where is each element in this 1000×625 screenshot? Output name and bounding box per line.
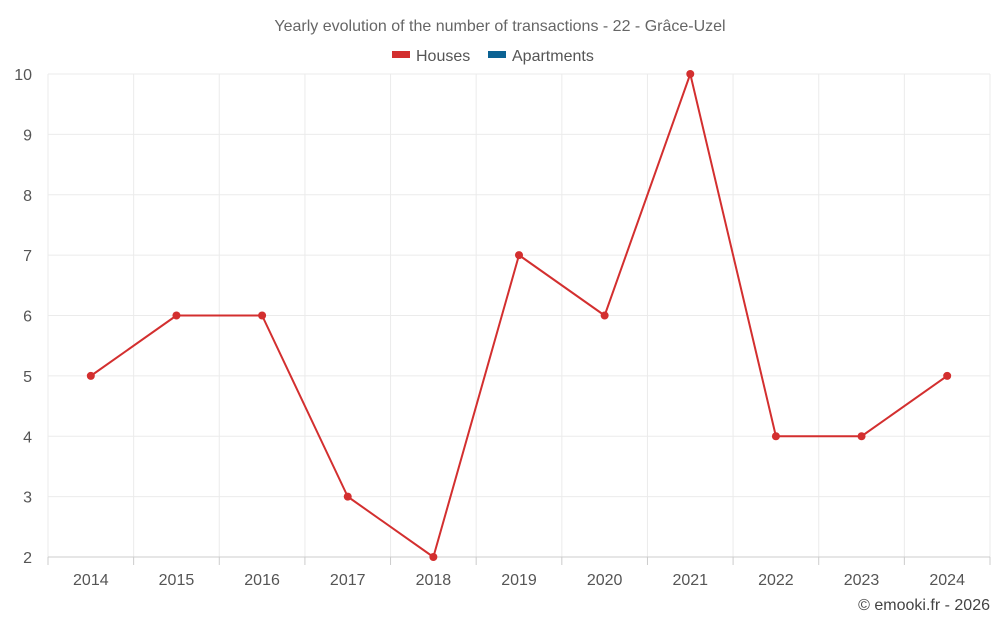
legend-label-houses: Houses	[416, 48, 470, 65]
y-tick-label: 9	[23, 127, 32, 144]
y-tick-label: 4	[23, 429, 32, 446]
legend-item-apartments[interactable]: Apartments	[488, 48, 594, 65]
series-houses	[86, 70, 952, 561]
x-tick-label: 2017	[330, 572, 366, 589]
legend-label-apartments: Apartments	[512, 48, 594, 65]
y-tick-label: 8	[23, 188, 32, 205]
data-point[interactable]	[86, 371, 95, 380]
y-tick-label: 2	[23, 550, 32, 567]
data-point[interactable]	[686, 70, 695, 78]
x-tick-label: 2019	[501, 572, 537, 589]
data-point[interactable]	[515, 251, 523, 260]
x-tick-label: 2016	[244, 572, 280, 589]
x-tick-label: 2018	[416, 572, 452, 589]
x-tick-label: 2023	[844, 572, 880, 589]
x-axis-ticks: 2014 2015 2016 2017 2018 2019 2020 2021 2022 2023…	[47, 557, 991, 589]
data-point[interactable]	[771, 432, 780, 441]
y-tick-label: 10	[14, 67, 32, 84]
legend-item-houses[interactable]: Houses	[392, 48, 470, 65]
legend-swatch-apartments	[488, 51, 506, 58]
y-tick-label: 5	[23, 369, 32, 386]
data-point[interactable]	[258, 311, 267, 320]
data-point[interactable]	[343, 492, 352, 501]
x-tick-label: 2022	[758, 572, 794, 589]
data-point[interactable]	[857, 432, 866, 441]
y-tick-label: 6	[23, 309, 32, 326]
data-point[interactable]	[600, 311, 609, 320]
legend-swatch-houses	[392, 51, 410, 58]
data-point[interactable]	[429, 553, 438, 561]
y-axis-ticks: 2 3 4 5 6 7 8 9 10	[14, 67, 32, 567]
data-point[interactable]	[943, 371, 952, 380]
y-tick-label: 3	[23, 490, 32, 507]
x-tick-label: 2014	[73, 572, 109, 589]
data-point[interactable]	[172, 311, 181, 320]
chart-title: Yearly evolution of the number of transa…	[274, 18, 725, 35]
x-tick-label: 2020	[587, 572, 623, 589]
x-tick-label: 2021	[672, 572, 708, 589]
legend: Houses Apartments	[392, 48, 594, 65]
y-tick-label: 7	[23, 248, 32, 265]
x-tick-label: 2024	[929, 572, 965, 589]
credit-text: © emooki.fr - 2026	[858, 597, 990, 614]
x-tick-label: 2015	[159, 572, 195, 589]
